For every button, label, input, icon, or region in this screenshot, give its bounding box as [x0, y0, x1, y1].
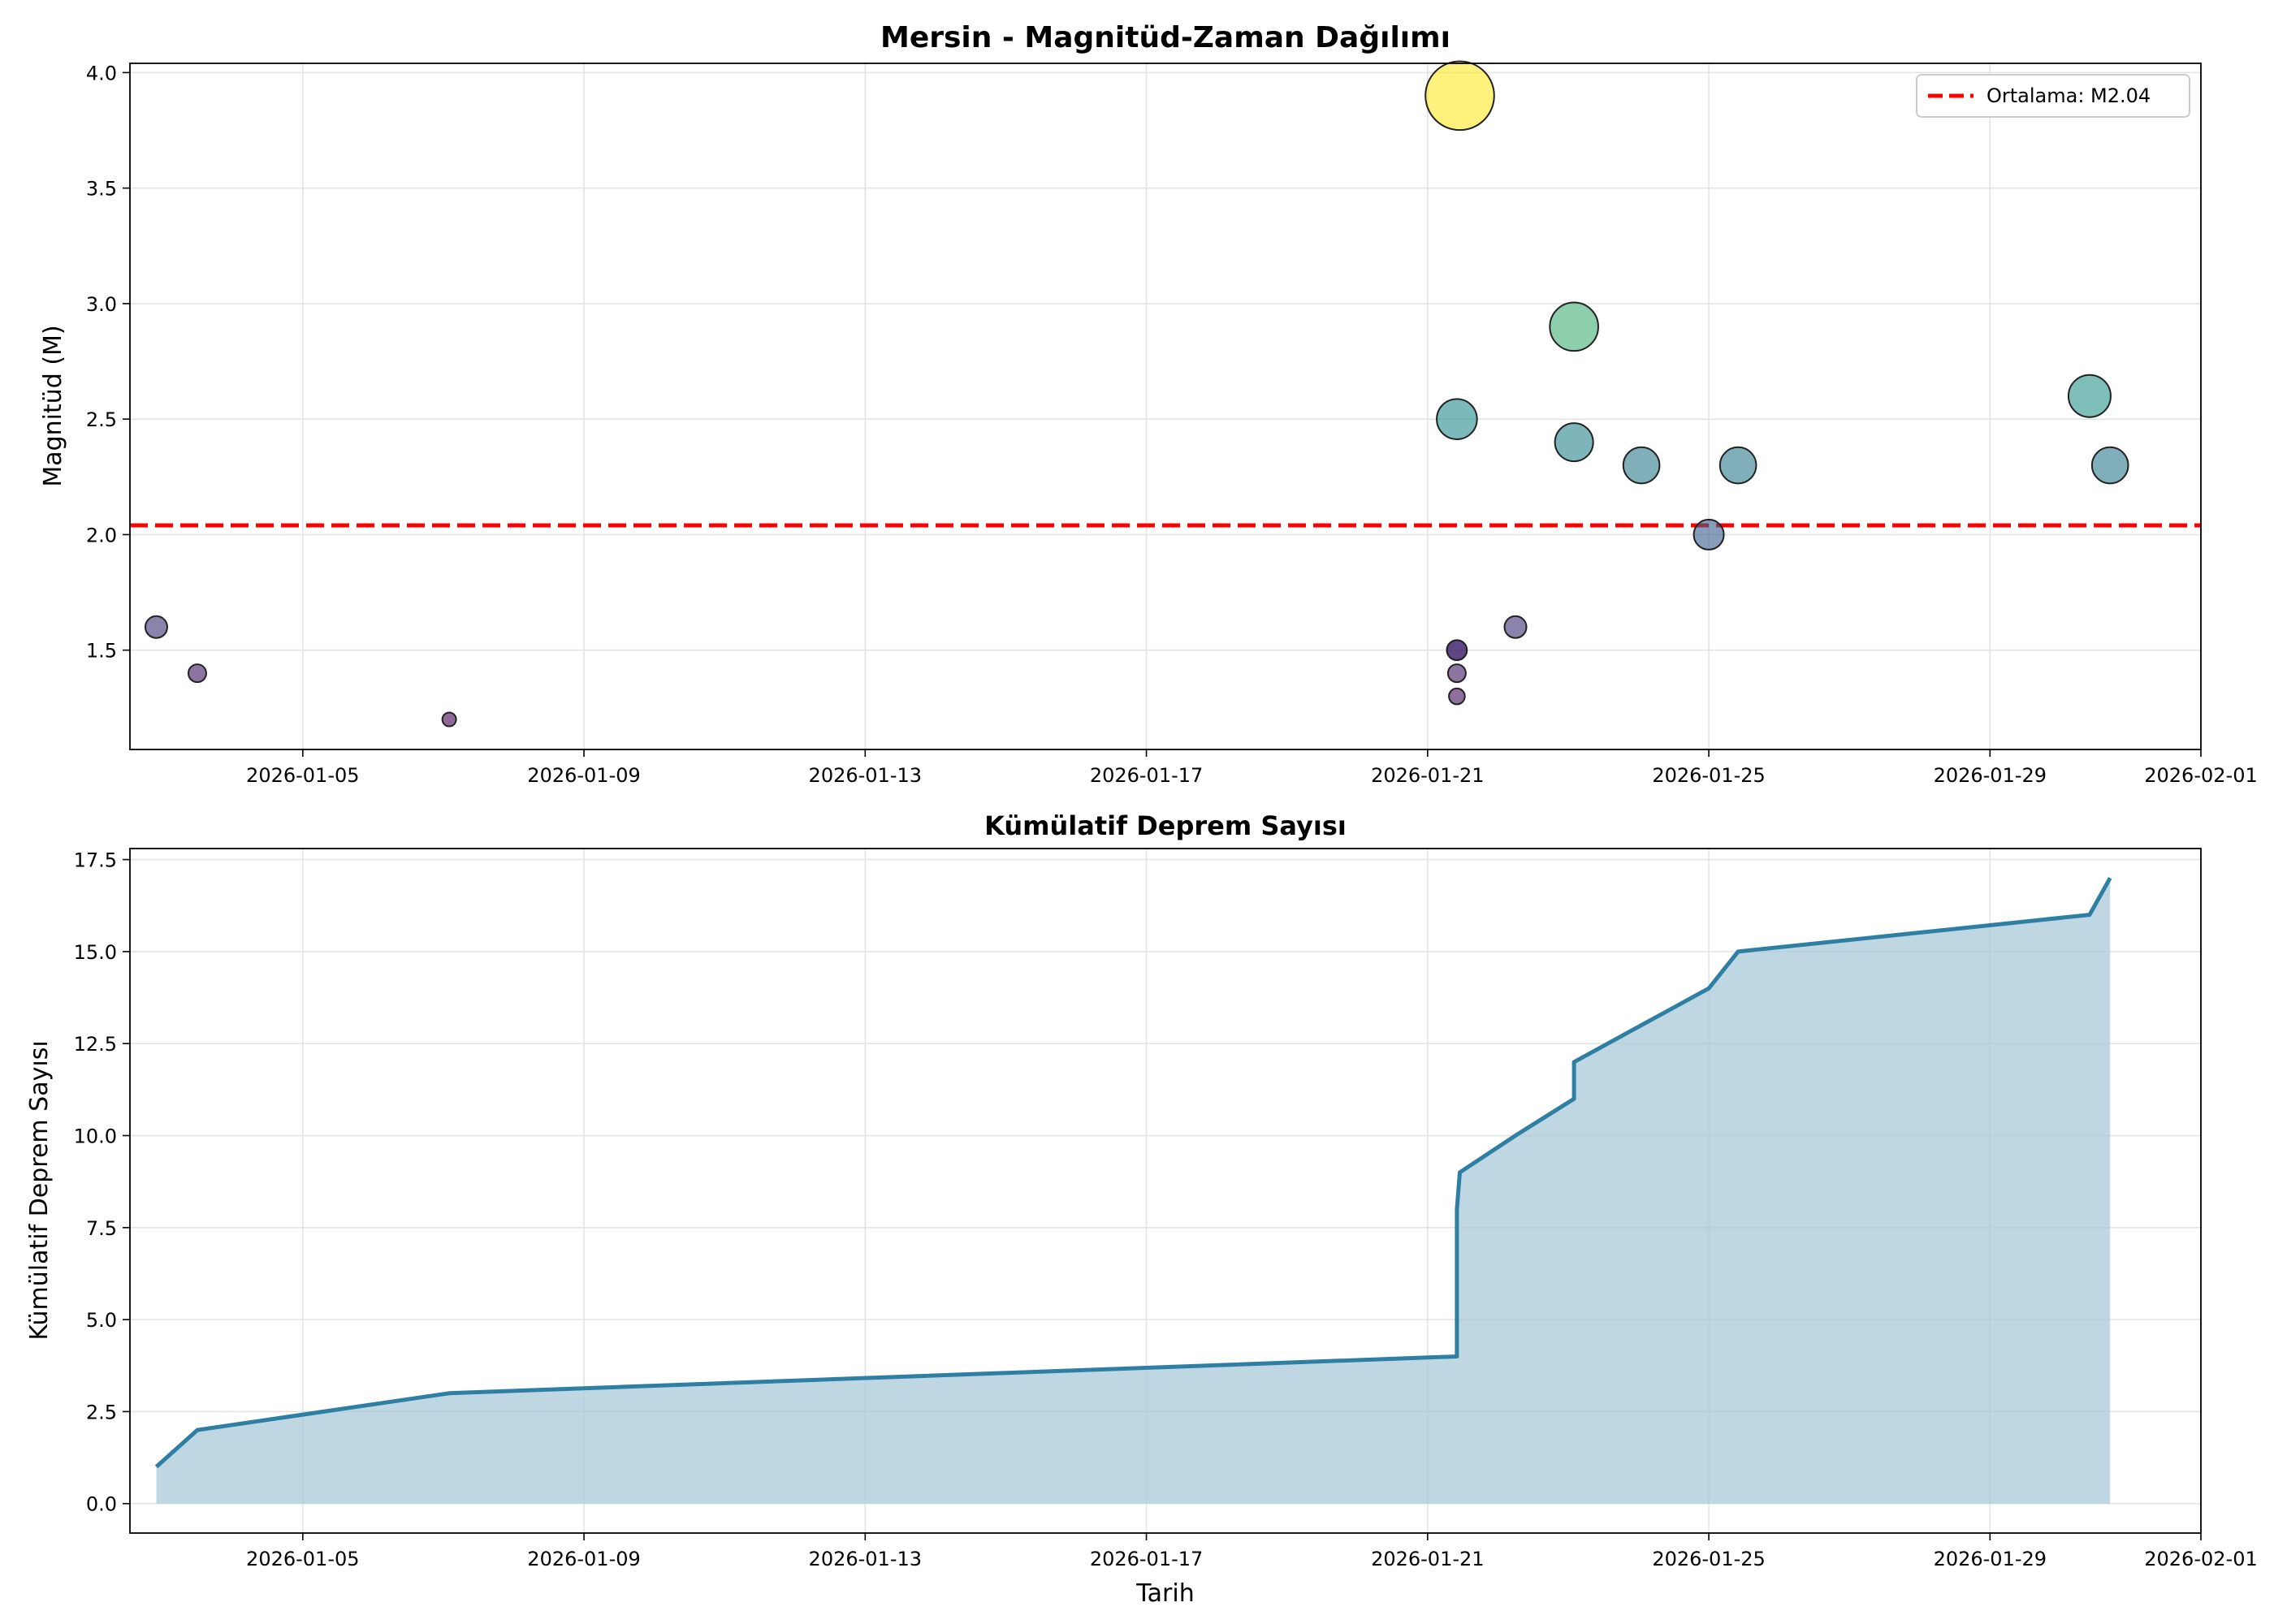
legend: Ortalama: M2.04: [1916, 74, 2190, 118]
cumulative-x-axis: 2026-01-05 2026-01-09 2026-01-13 2026-01-17…: [246, 1533, 2258, 1570]
magnitude-point-10: [1549, 301, 1599, 352]
magnitude-point-6: [1446, 639, 1468, 661]
cumulative-area-fill: [156, 878, 2111, 1504]
magnitude-point-1: [187, 663, 207, 684]
magnitude-point-15: [2067, 374, 2112, 418]
magnitude-point-13: [1693, 518, 1725, 551]
cumulative-x-tick-label: 2026-02-01: [2144, 1548, 2257, 1570]
magnitude-point-9: [1503, 615, 1528, 639]
cumulative-y-tick-label: 17.5: [74, 849, 117, 872]
cumulative-y-axis-label: Kümülatif Deprem Sayısı: [25, 1040, 54, 1340]
magnitude-plot-frame: [129, 63, 2202, 750]
cumulative-y-tick-label: 15.0: [74, 941, 117, 964]
magnitude-y-tick-label: 3.5: [86, 178, 117, 201]
cumulative-x-tick-label: 2026-01-13: [809, 1548, 922, 1570]
legend-entry: Ortalama: M2.04: [1987, 84, 2151, 107]
cumulative-x-tick-label: 2026-01-05: [246, 1548, 359, 1570]
magnitude-point-2: [441, 711, 457, 728]
magnitude-point-4: [1446, 663, 1467, 684]
cumulative-x-tick-label: 2026-01-21: [1371, 1548, 1484, 1570]
cumulative-x-tick-label: 2026-01-29: [1934, 1548, 2047, 1570]
cumulative-y-tick-label: 5.0: [86, 1309, 117, 1332]
magnitude-y-tick-label: 4.0: [86, 62, 117, 84]
cumulative-y-tick-label: 10.0: [74, 1125, 117, 1148]
magnitude-x-tick-label: 2026-01-25: [1652, 764, 1765, 787]
magnitude-point-14: [1718, 446, 1757, 485]
magnitude-points: [144, 60, 2129, 728]
cumulative-x-tick-label: 2026-01-25: [1652, 1548, 1765, 1570]
legend-box: [1916, 74, 2190, 118]
magnitude-y-tick-label: 1.5: [86, 640, 117, 663]
magnitude-x-tick-label: 2026-02-01: [2144, 764, 2257, 787]
magnitude-point-16: [2090, 446, 2129, 485]
magnitude-point-11: [1554, 422, 1594, 463]
magnitude-y-tick-label: 3.0: [86, 293, 117, 316]
cumulative-y-tick-label: 7.5: [86, 1217, 117, 1240]
cumulative-chart-title: Kümülatif Deprem Sayısı: [984, 810, 1347, 841]
magnitude-x-tick-label: 2026-01-17: [1090, 764, 1203, 787]
magnitude-point-3: [1448, 687, 1466, 706]
cumulative-y-tick-label: 0.0: [86, 1493, 117, 1516]
cumulative-y-tick-label: 2.5: [86, 1401, 117, 1423]
magnitude-point-12: [1622, 446, 1661, 485]
cumulative-y-axis: 0.0 2.5 5.0 7.5 10.0 12.5 15.0 17.5: [74, 849, 130, 1516]
magnitude-y-axis: 1.5 2.0 2.5 3.0 3.5 4.0: [86, 62, 130, 663]
magnitude-point-7: [1436, 398, 1478, 440]
cumulative-line: [154, 877, 2112, 1469]
magnitude-x-tick-label: 2026-01-05: [246, 764, 359, 787]
magnitude-point-0: [144, 615, 168, 639]
magnitude-chart: Mersin - Magnitüd-Zaman Dağılımı 1.5 2.0 2…: [39, 21, 2258, 787]
magnitude-y-tick-label: 2.5: [86, 408, 117, 431]
magnitude-y-tick-label: 2.0: [86, 524, 117, 546]
magnitude-y-axis-label: Magnitüd (M): [39, 325, 67, 486]
magnitude-x-tick-label: 2026-01-29: [1934, 764, 2047, 787]
magnitude-x-tick-label: 2026-01-09: [527, 764, 640, 787]
magnitude-x-tick-label: 2026-01-21: [1371, 764, 1484, 787]
cumulative-chart: Kümülatif Deprem Sayısı 0.0 2.5 5.0 7.5 10.0…: [25, 810, 2258, 1608]
cumulative-x-tick-label: 2026-01-17: [1090, 1548, 1203, 1570]
cumulative-plot-frame: [129, 848, 2202, 1534]
cumulative-x-axis-label: Tarih: [1135, 1579, 1194, 1608]
cumulative-x-tick-label: 2026-01-09: [527, 1548, 640, 1570]
magnitude-x-tick-label: 2026-01-13: [809, 764, 922, 787]
cumulative-y-tick-label: 12.5: [74, 1033, 117, 1056]
magnitude-point-8: [1424, 60, 1495, 132]
magnitude-chart-title: Mersin - Magnitüd-Zaman Dağılımı: [880, 21, 1450, 54]
magnitude-x-axis: 2026-01-05 2026-01-09 2026-01-13 2026-01-17…: [246, 749, 2258, 787]
